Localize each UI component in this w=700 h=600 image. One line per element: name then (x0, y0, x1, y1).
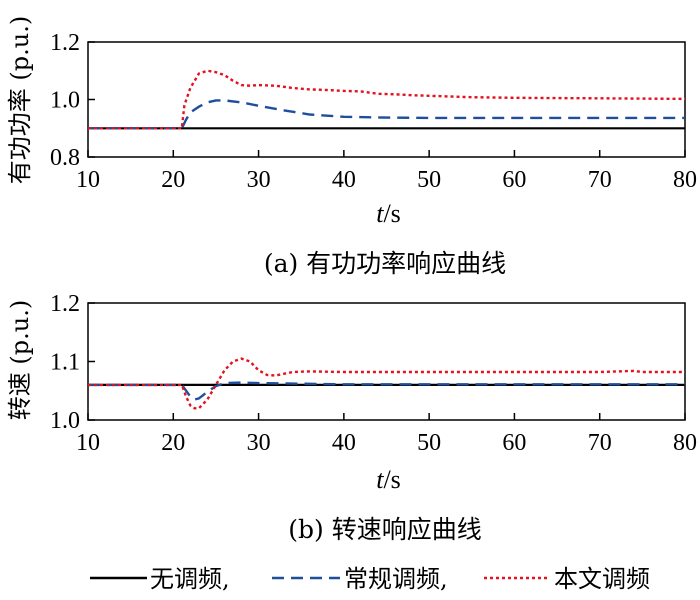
x-axis-var-a: t (376, 199, 384, 228)
x-tick-label: 10 (76, 167, 100, 193)
series-line-proposed (88, 357, 685, 410)
legend-label-no-regulation: 无调频, (150, 565, 230, 593)
x-tick-label: 60 (502, 167, 526, 193)
panel-caption-a: (a) 有功功率响应曲线 (264, 249, 506, 278)
y-tick-label: 0.8 (50, 145, 80, 171)
x-tick-label: 50 (417, 430, 441, 456)
series-line-proposed (88, 69, 686, 130)
x-tick-label: 30 (247, 167, 271, 193)
x-tick-label: 60 (502, 430, 526, 456)
x-axis-label-a: t/s (376, 199, 401, 228)
legend: 无调频, 常规调频, 本文调频 (90, 565, 650, 593)
x-tick-label: 20 (161, 167, 185, 193)
x-axis-label-b: t/s (376, 465, 401, 494)
x-axis-unit-b: /s (383, 465, 400, 494)
y-axis-label-b: 转速 (p.u.) (6, 300, 34, 420)
series-group-b (88, 357, 685, 410)
y-tick-label: 1.2 (50, 30, 80, 56)
y-axis-label-a: 有功功率 (p.u.) (6, 16, 34, 184)
y-tick-label: 1.0 (50, 408, 80, 434)
legend-label-conventional: 常规调频, (344, 565, 448, 593)
y-tick-label: 1.0 (50, 88, 80, 114)
x-tick-label: 10 (76, 430, 100, 456)
x-tick-label: 80 (673, 430, 697, 456)
series-line-conventional (88, 99, 685, 130)
series-line-conventional (88, 381, 685, 401)
x-tick-label: 30 (247, 430, 271, 456)
x-tick-label: 70 (588, 430, 612, 456)
x-axis-var-b: t (376, 465, 384, 494)
x-tick-label: 40 (332, 430, 356, 456)
axis-ticks-a: 10 20 30 40 50 60 70 80 0.8 1.0 1.2 (50, 30, 697, 193)
plot-frame-a (87, 41, 686, 158)
x-tick-label: 70 (588, 167, 612, 193)
x-tick-label: 80 (673, 167, 697, 193)
x-tick-label: 40 (332, 167, 356, 193)
x-tick-label: 50 (417, 167, 441, 193)
y-tick-label: 1.1 (50, 350, 80, 376)
series-group-a (88, 69, 686, 130)
legend-label-proposed: 本文调频 (554, 565, 650, 593)
y-tick-label: 1.2 (50, 291, 80, 317)
x-axis-unit-a: /s (383, 199, 400, 228)
axis-ticks-b: 10 20 30 40 50 60 70 80 1.0 1.1 1.2 (50, 291, 697, 456)
plot-frame-b (87, 302, 686, 421)
panel-a-active-power: 10 20 30 40 50 60 70 80 0.8 1.0 1.2 有功功率 (p.u.) t/… (6, 16, 697, 278)
panel-caption-b: (b) 转速响应曲线 (288, 515, 481, 544)
x-tick-label: 20 (161, 430, 185, 456)
panel-b-speed: 10 20 30 40 50 60 70 801.01.11.2 转速 (p.u.) t/s … (6, 291, 697, 544)
